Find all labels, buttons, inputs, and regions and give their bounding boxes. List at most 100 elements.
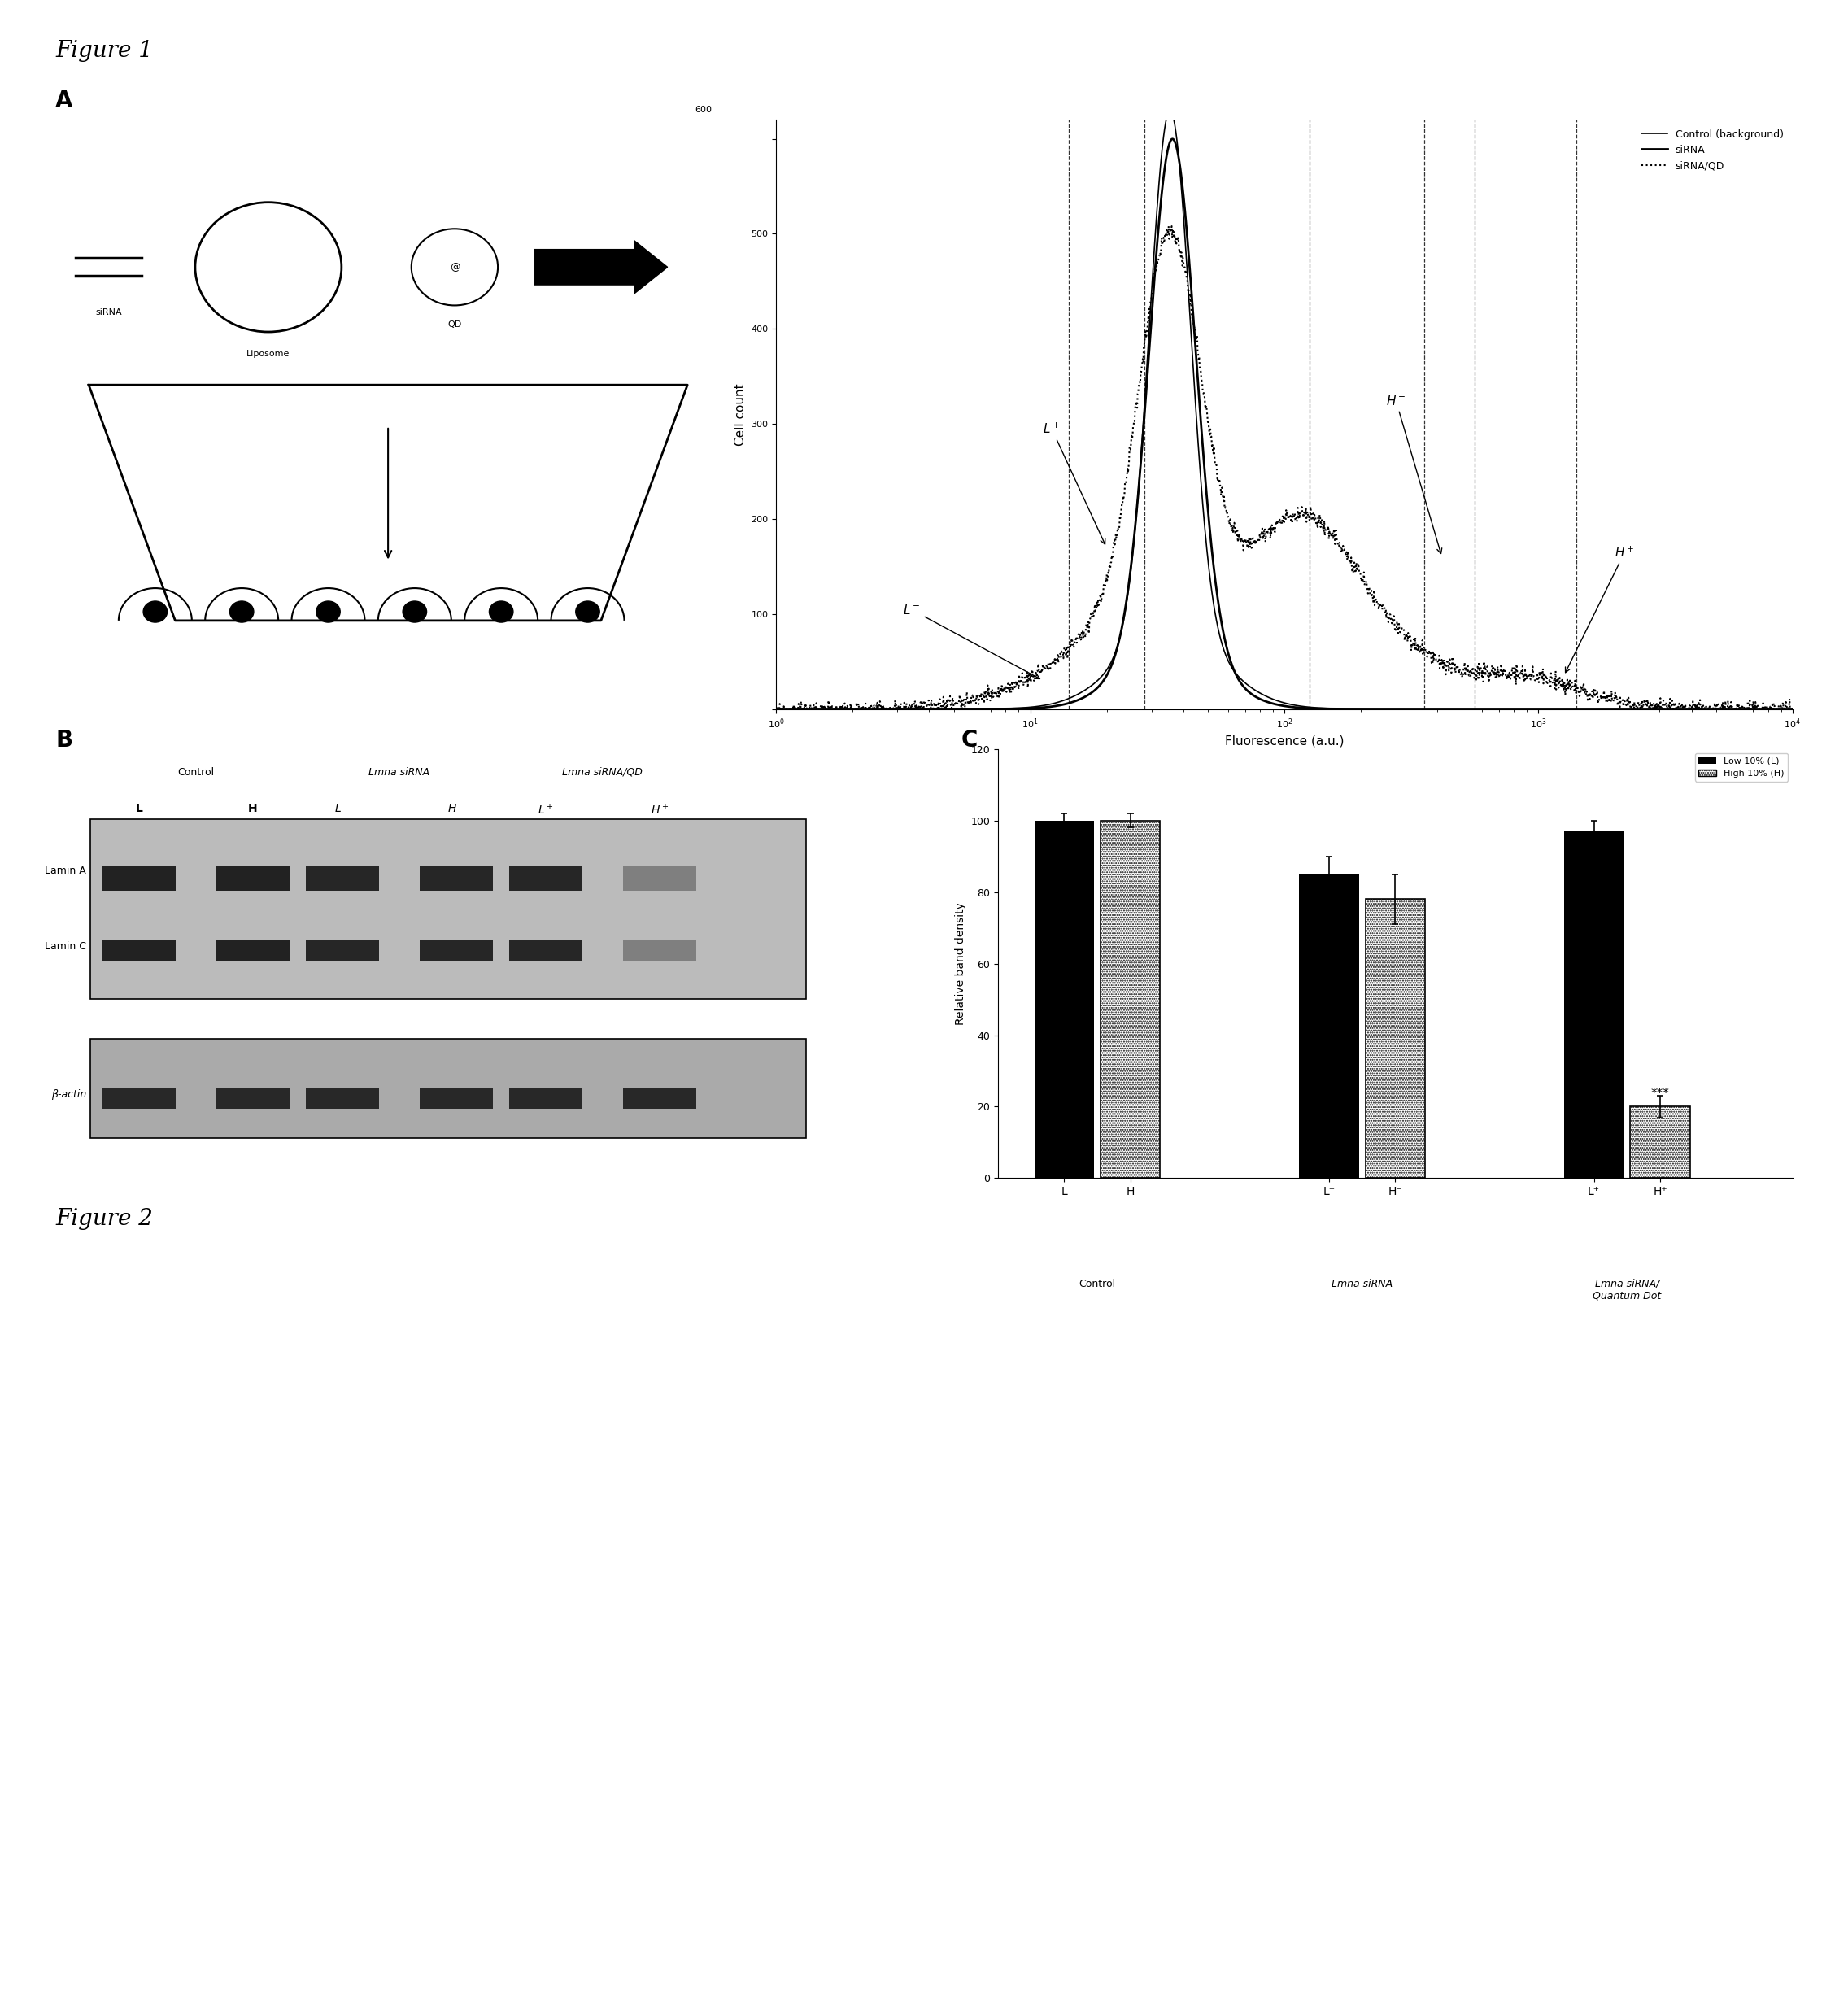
X-axis label: Fluorescence (a.u.): Fluorescence (a.u.) (1225, 735, 1343, 747)
Line: siRNA: siRNA (776, 140, 1793, 709)
Text: B: B (55, 729, 72, 751)
Line: Control (background): Control (background) (776, 110, 1793, 709)
Bar (1299, 875, 1358, 1178)
Text: Lmna siRNA: Lmna siRNA (368, 767, 431, 777)
Bar (1035, 821, 1094, 1178)
Text: Low 10% (L⁺): Low 10% (L⁺) (883, 1853, 944, 1861)
Control (background) (1752, 697, 1774, 721)
Control (background) (1159, 98, 1181, 122)
Circle shape (144, 601, 166, 623)
Text: $H^-$: $H^-$ (1386, 393, 1441, 553)
siRNA (1161, 128, 1183, 152)
Bar (623, 867, 697, 891)
Control (background) (1260, 687, 1283, 711)
Text: $L^+$: $L^+$ (538, 803, 554, 817)
siRNA/QD (1752, 697, 1774, 721)
Line: siRNA/QD: siRNA/QD (776, 226, 1793, 709)
Control (background) (1565, 697, 1587, 721)
Legend: Control (background), siRNA, siRNA/QD: Control (background), siRNA, siRNA/QD (1637, 126, 1787, 176)
Bar (623, 1088, 697, 1108)
Text: Figure 2: Figure 2 (55, 1208, 153, 1230)
siRNA/QD (1233, 527, 1255, 551)
Bar (91, 1038, 806, 1138)
Circle shape (490, 601, 514, 623)
Bar (1101, 821, 1161, 1178)
siRNA/QD (1260, 521, 1283, 545)
Text: ***: *** (1650, 1086, 1669, 1100)
Bar (1563, 831, 1624, 1178)
Text: Lamin A: Lamin A (44, 865, 87, 877)
Bar (305, 1088, 379, 1108)
Bar (216, 867, 290, 891)
siRNA (1752, 697, 1774, 721)
Text: H: H (248, 803, 257, 815)
siRNA (1565, 697, 1587, 721)
Text: β-actin: β-actin (52, 1088, 87, 1100)
Control (background) (1233, 669, 1255, 693)
Text: C: C (961, 729, 978, 751)
siRNA/QD (765, 697, 787, 721)
Bar (91, 819, 806, 998)
siRNA/QD (767, 697, 789, 721)
siRNA (817, 697, 839, 721)
siRNA (1260, 691, 1283, 715)
Bar (1630, 1106, 1689, 1178)
Text: High: High (1506, 1853, 1528, 1861)
Text: A: A (76, 1354, 87, 1368)
Text: 600: 600 (695, 106, 711, 114)
Text: $L^-$: $L^-$ (334, 803, 351, 815)
Text: @: @ (449, 262, 460, 272)
Text: Lamin C: Lamin C (44, 941, 87, 953)
siRNA/QD (1567, 675, 1589, 699)
Bar (508, 1088, 582, 1108)
siRNA (1781, 697, 1804, 721)
Control (background) (1781, 697, 1804, 721)
Bar (216, 939, 290, 963)
Text: $H^+$: $H^+$ (1565, 545, 1635, 673)
Circle shape (577, 601, 599, 623)
siRNA/QD (1754, 697, 1776, 721)
Text: QD: QD (447, 320, 462, 328)
siRNA/QD (817, 689, 839, 713)
Bar (419, 867, 493, 891)
Text: Liposome: Liposome (246, 349, 290, 357)
Y-axis label: Relative band density: Relative band density (955, 903, 967, 1024)
Text: $L^+$: $L^+$ (1042, 421, 1105, 545)
Text: siRNA: siRNA (96, 308, 122, 316)
Text: Lmna siRNA: Lmna siRNA (1332, 1278, 1393, 1288)
Control (background) (817, 697, 839, 721)
Bar (1682, 1330, 1798, 1468)
Bar (623, 939, 697, 963)
Bar (419, 1088, 493, 1108)
siRNA (1752, 697, 1774, 721)
Circle shape (403, 601, 427, 623)
Text: $L^-$: $L^-$ (904, 603, 1040, 679)
Circle shape (316, 601, 340, 623)
siRNA (1233, 675, 1255, 699)
Text: B: B (630, 1354, 641, 1368)
Text: Control: Control (1079, 1278, 1116, 1288)
Bar (508, 939, 582, 963)
Text: Unsorted (U): Unsorted (U) (329, 1853, 388, 1861)
Bar (1366, 899, 1425, 1178)
Text: C: C (1190, 1354, 1201, 1368)
Legend: Low 10% (L), High 10% (H): Low 10% (L), High 10% (H) (1695, 753, 1789, 781)
siRNA/QD (1781, 697, 1804, 721)
Bar (305, 867, 379, 891)
Text: L: L (135, 803, 142, 815)
Text: Figure 1: Figure 1 (55, 40, 153, 62)
siRNA/QD (1157, 214, 1179, 238)
Bar (102, 1088, 176, 1108)
Bar (102, 867, 176, 891)
Bar (102, 939, 176, 963)
Text: A: A (55, 90, 72, 112)
Control (background) (1752, 697, 1774, 721)
Circle shape (229, 601, 253, 623)
siRNA (765, 697, 787, 721)
Bar (216, 1088, 290, 1108)
Text: Lmna siRNA/
Quantum Dot: Lmna siRNA/ Quantum Dot (1593, 1278, 1661, 1302)
Bar (305, 939, 379, 963)
FancyArrow shape (534, 240, 667, 294)
Bar (419, 939, 493, 963)
Text: $H^+$: $H^+$ (650, 803, 669, 817)
